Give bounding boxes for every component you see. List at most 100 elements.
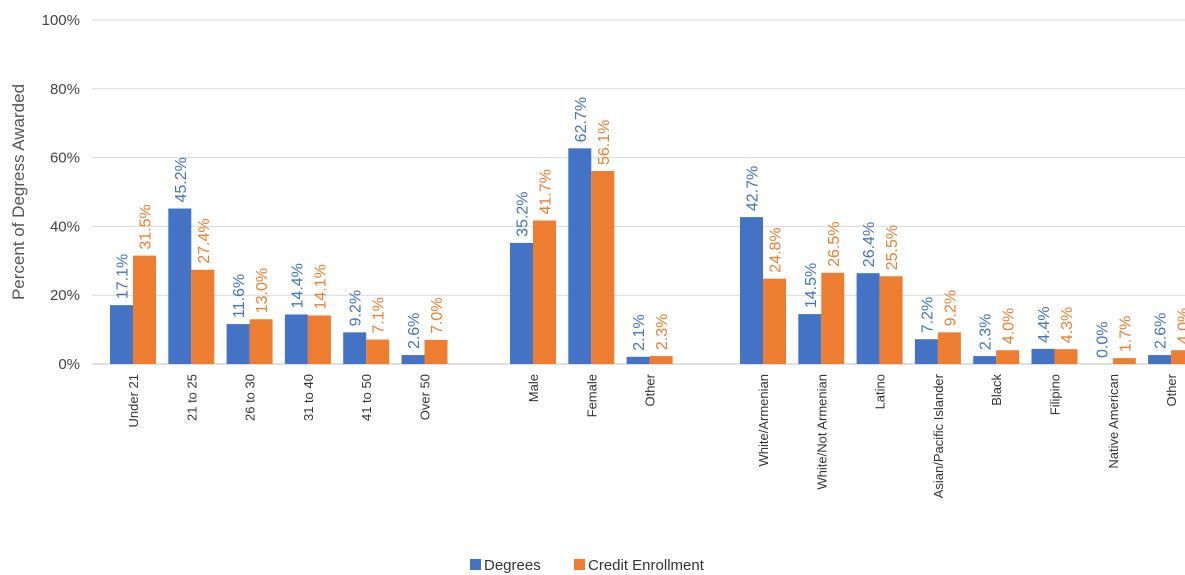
data-label-credit-enrollment: 41.7% <box>538 169 555 214</box>
bar-degrees <box>914 339 938 364</box>
data-label-credit-enrollment: 9.2% <box>942 290 959 326</box>
y-axis-label: Percent of Degress Awarded <box>9 84 28 300</box>
bar-degrees <box>401 355 425 364</box>
category-label: Black <box>989 374 1004 406</box>
category-labels: Under 21 21 to 25 26 to 30 31 to 40 41 to 50… <box>126 373 1179 498</box>
data-label-credit-enrollment: 24.8% <box>768 227 785 272</box>
y-tick-label: 80% <box>50 81 80 98</box>
legend-label-degrees: Degrees <box>484 557 541 574</box>
data-label-credit-enrollment: 4.0% <box>1176 308 1185 344</box>
data-label-degrees: 4.4% <box>1036 306 1053 342</box>
bar-credit-enrollment <box>879 276 903 364</box>
category-label: Male <box>526 374 541 402</box>
bar-degrees <box>973 356 997 364</box>
data-label-degrees: 7.2% <box>919 297 936 333</box>
bar-degrees <box>1148 355 1172 364</box>
bar-degrees <box>343 332 367 364</box>
bar-degrees <box>740 217 763 364</box>
bar-credit-enrollment <box>366 339 390 364</box>
bar-degrees <box>1031 348 1055 364</box>
data-label-degrees: 62.7% <box>573 97 590 142</box>
data-label-credit-enrollment: 14.1% <box>312 264 329 309</box>
bar-credit-enrollment <box>191 269 215 364</box>
bar-degrees <box>284 314 308 364</box>
data-label-credit-enrollment: 7.1% <box>371 297 388 333</box>
data-label-degrees: 14.4% <box>289 263 306 308</box>
y-tick-label: 40% <box>50 218 80 235</box>
bar-credit-enrollment <box>1171 350 1185 364</box>
data-label-degrees: 2.1% <box>631 314 648 350</box>
data-label-degrees: 9.2% <box>348 290 365 326</box>
data-label-credit-enrollment: 13.0% <box>254 268 271 313</box>
data-label-degrees: 2.3% <box>978 314 995 350</box>
data-label-credit-enrollment: 7.0% <box>429 297 446 333</box>
data-label-credit-enrollment: 2.3% <box>654 314 671 350</box>
data-label-credit-enrollment: 27.4% <box>196 218 213 263</box>
category-label: Latino <box>873 374 888 409</box>
bar-credit-enrollment <box>1054 349 1078 364</box>
bar-credit-enrollment <box>937 332 961 364</box>
data-label-credit-enrollment: 4.3% <box>1059 307 1076 343</box>
y-tick-label: 60% <box>50 150 80 167</box>
bar-credit-enrollment <box>1112 358 1136 364</box>
bar-credit-enrollment <box>763 278 786 364</box>
y-axis-ticks: 0% 20% 40% 60% 80% 100% <box>42 12 80 373</box>
data-label-credit-enrollment: 31.5% <box>138 204 155 249</box>
data-label-degrees: 2.6% <box>406 313 423 349</box>
category-label: 41 to 50 <box>359 374 374 421</box>
data-label-degrees: 26.4% <box>861 222 878 267</box>
category-label: White/Armenian <box>756 374 771 466</box>
bar-credit-enrollment <box>821 272 845 364</box>
data-label-degrees: 45.2% <box>173 157 190 202</box>
legend-label-credit-enrollment: Credit Enrollment <box>588 557 705 574</box>
category-label: Other <box>1164 373 1179 406</box>
category-label: Filipino <box>1048 374 1063 415</box>
data-label-degrees: 14.5% <box>803 263 820 308</box>
category-label: Asian/Pacific Islander <box>931 373 946 498</box>
category-label: 26 to 30 <box>243 374 258 421</box>
category-label: White/Not Armenian <box>814 374 829 490</box>
category-label: Over 50 <box>418 374 433 420</box>
data-label-credit-enrollment: 25.5% <box>884 225 901 270</box>
bar-degrees <box>798 314 822 364</box>
bars <box>110 148 1185 364</box>
data-label-credit-enrollment: 56.1% <box>596 120 613 165</box>
bar-credit-enrollment <box>591 171 615 364</box>
legend-swatch-credit-enrollment <box>574 559 585 570</box>
bar-credit-enrollment <box>533 220 556 364</box>
category-label: Female <box>584 374 599 417</box>
bar-credit-enrollment <box>649 356 673 364</box>
bar-credit-enrollment <box>249 319 273 364</box>
data-labels: 17.1% 31.5% 45.2% 27.4% 11.6% 13.0% 14.4% 14.1%… <box>115 97 1185 358</box>
data-label-credit-enrollment: 26.5% <box>826 221 843 266</box>
bar-credit-enrollment <box>307 315 331 364</box>
data-label-degrees: 17.1% <box>115 254 132 299</box>
bar-degrees <box>110 305 133 364</box>
bar-degrees <box>856 273 880 364</box>
bar-degrees <box>226 324 250 364</box>
category-label: Under 21 <box>126 374 141 427</box>
legend-swatch-degrees <box>470 559 481 570</box>
bar-credit-enrollment <box>133 255 156 364</box>
data-label-credit-enrollment: 4.0% <box>1001 308 1018 344</box>
data-label-degrees: 2.6% <box>1153 313 1170 349</box>
data-label-credit-enrollment: 1.7% <box>1117 316 1134 352</box>
data-label-degrees: 42.7% <box>745 166 762 211</box>
y-tick-label: 20% <box>50 287 80 304</box>
bar-degrees <box>626 356 650 364</box>
legend: Degrees Credit Enrollment <box>470 557 705 574</box>
y-tick-label: 0% <box>58 356 80 373</box>
category-label: Other <box>643 373 658 406</box>
data-label-degrees: 35.2% <box>515 192 532 237</box>
category-label: 31 to 40 <box>301 374 316 421</box>
data-label-degrees: 11.6% <box>231 274 248 318</box>
bar-degrees <box>568 148 592 364</box>
category-label: 21 to 25 <box>184 374 199 421</box>
bar-credit-enrollment <box>424 339 448 364</box>
data-label-degrees: 0.0% <box>1094 322 1111 358</box>
bar-credit-enrollment <box>996 350 1020 364</box>
bar-degrees <box>168 208 192 364</box>
bar-degrees <box>510 242 533 364</box>
